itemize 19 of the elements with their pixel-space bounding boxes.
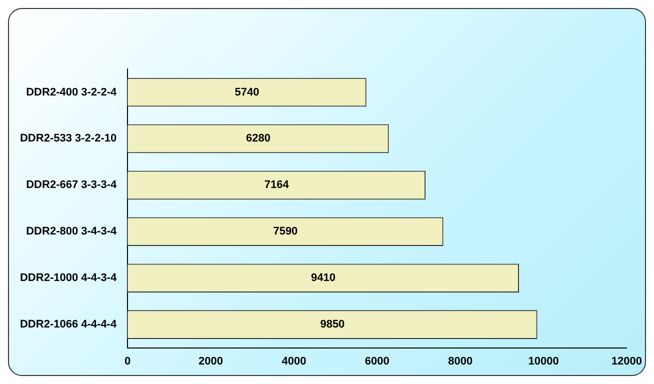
y-tick-label: DDR2-800 3-4-3-4 (26, 226, 118, 238)
data-label: 9410 (311, 272, 336, 284)
y-tick-label: DDR2-533 3-2-2-10 (20, 132, 117, 145)
y-tick-label: DDR2-667 3-3-3-4 (26, 179, 118, 192)
x-tick-label: 8000 (448, 355, 473, 368)
x-tick-label: 10000 (528, 355, 559, 368)
data-label: 5740 (234, 86, 260, 98)
data-label: 9850 (320, 318, 345, 331)
y-tick-label: DDR2-400 3-2-2-4 (26, 86, 118, 98)
data-label: 7590 (273, 226, 298, 238)
y-tick-label: DDR2-1066 4-4-4-4 (20, 318, 118, 331)
x-tick-label: 0 (124, 355, 131, 368)
x-tick-label: 4000 (282, 355, 306, 368)
x-tick-label: 6000 (364, 355, 390, 368)
x-tick-label: 2000 (198, 355, 224, 368)
y-tick-label: DDR2-1000 4-4-3-4 (20, 272, 118, 284)
x-tick-label: 12000 (611, 355, 642, 368)
data-label: 6280 (246, 132, 270, 145)
data-label: 7164 (264, 179, 290, 192)
